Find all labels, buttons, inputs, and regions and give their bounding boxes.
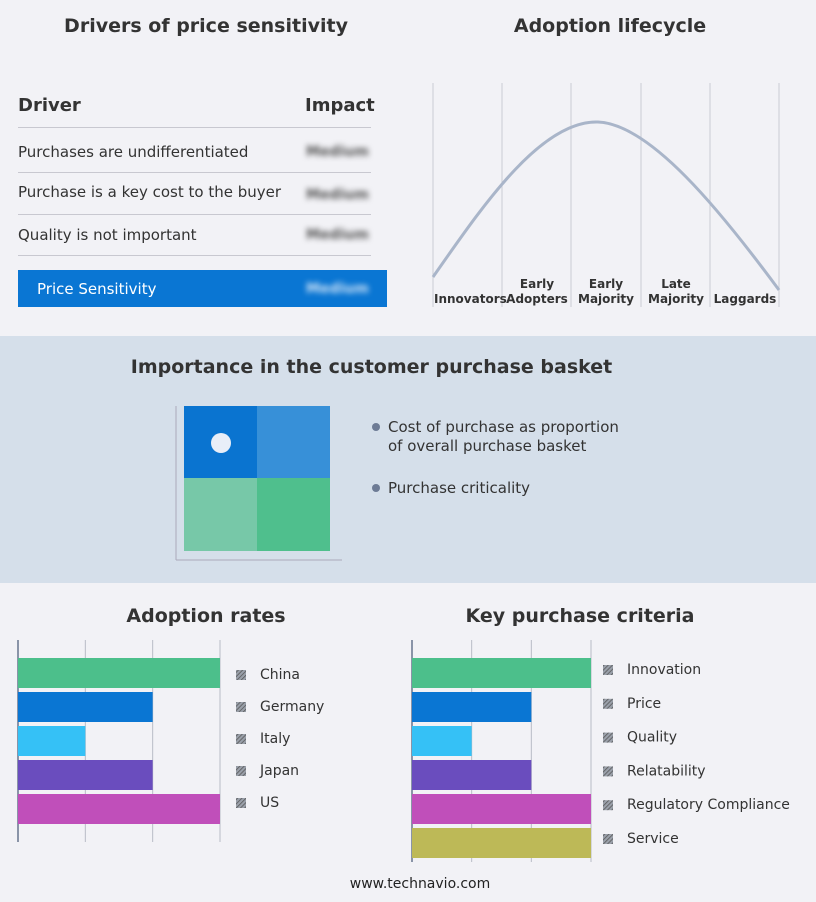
bar <box>412 658 591 688</box>
stage-label: Laggards <box>713 292 777 306</box>
table-cell: Medium <box>306 144 369 160</box>
section-title: Adoption lifecycle <box>513 15 707 37</box>
bar <box>18 760 153 790</box>
legend-icon <box>236 670 246 680</box>
stage-label: Late Majority <box>648 277 704 306</box>
section-title: Key purchase criteria <box>465 605 695 627</box>
table-cell: Quality is not important <box>18 226 197 244</box>
table-cell: Purchases are undifferentiated <box>18 143 249 161</box>
bar <box>18 658 220 688</box>
summary-label: Price Sensitivity <box>37 280 157 298</box>
category-label: Service <box>627 831 679 847</box>
legend-icon <box>236 766 246 776</box>
summary-row: Price Sensitivity Medium <box>18 270 387 307</box>
section-title: Drivers of price sensitivity <box>64 15 348 37</box>
section-title: Importance in the customer purchase bask… <box>130 356 613 378</box>
table-header: Driver <box>18 95 81 116</box>
bar <box>412 794 591 824</box>
legend-icon <box>236 702 246 712</box>
bar <box>412 692 532 722</box>
category-label: Innovation <box>627 662 701 678</box>
category-label: Relatability <box>627 763 706 779</box>
stage-label: Early Majority <box>578 277 634 306</box>
basket-matrix <box>175 406 380 561</box>
bar <box>412 726 472 756</box>
table-header: Impact <box>305 95 375 116</box>
lifecycle-graphic <box>431 83 781 307</box>
legend-icon <box>236 734 246 744</box>
summary-value: Medium <box>306 281 369 297</box>
stage-label: Early Adopters <box>506 277 568 306</box>
category-label: Japan <box>259 763 299 779</box>
divider <box>18 214 371 215</box>
footer: www.technavio.com <box>349 876 491 892</box>
category-label: Price <box>627 696 661 712</box>
divider <box>18 172 371 173</box>
bar <box>18 726 86 756</box>
legend-icon <box>603 732 613 743</box>
legend-label: Cost of purchase as proportion of overal… <box>388 418 619 455</box>
category-label: Italy <box>260 731 290 747</box>
category-label: Regulatory Compliance <box>627 797 790 813</box>
bar <box>412 828 591 858</box>
bar <box>18 794 220 824</box>
divider <box>18 127 371 128</box>
category-label: US <box>260 795 279 811</box>
category-label: Germany <box>260 699 324 715</box>
legend-icon <box>603 665 613 675</box>
category-label: China <box>260 667 300 683</box>
table-cell: Purchase is a key cost to the buyer <box>18 183 282 201</box>
divider <box>18 255 371 256</box>
stage-label: Innovators <box>434 292 507 306</box>
basket-section: Importance in the customer purchase bask… <box>0 336 816 583</box>
table-cell: Medium <box>306 227 369 243</box>
category-label: Quality <box>627 730 677 746</box>
legend-icon <box>603 698 613 709</box>
legend-icon <box>603 834 613 844</box>
bar <box>18 692 153 722</box>
legend-label: Purchase criticality <box>388 479 531 497</box>
bar <box>412 760 532 790</box>
section-title: Adoption rates <box>126 605 286 627</box>
legend-icon <box>236 798 246 808</box>
table-cell: Medium <box>306 187 369 203</box>
legend-icon <box>603 800 613 811</box>
legend-icon <box>603 766 613 777</box>
